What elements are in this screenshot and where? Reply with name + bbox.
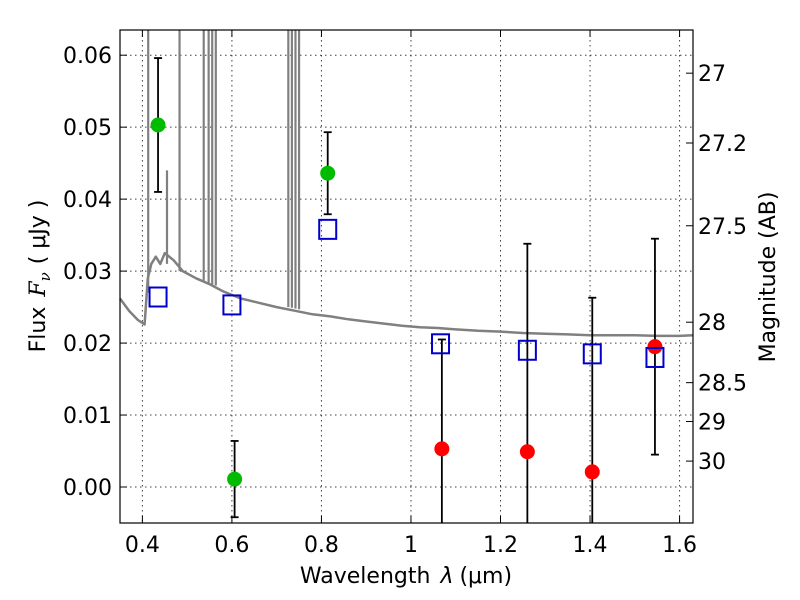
x-tick-label: 0.4 <box>125 533 160 558</box>
plot-frame <box>119 29 694 524</box>
y-tick-label: 0.03 <box>63 260 112 285</box>
model-photometry-square <box>431 333 451 355</box>
y-tick-label: 0.06 <box>63 44 112 69</box>
x-tick-label: 1 <box>404 533 418 558</box>
right-tick-label: 29 <box>698 411 726 436</box>
y-tick-label: 0.04 <box>63 188 112 213</box>
right-tick-label: 27.2 <box>698 132 747 157</box>
x-tick-label: 1.4 <box>573 533 608 558</box>
non-detections-point <box>584 464 600 480</box>
model-photometry-square <box>645 346 665 368</box>
x-tick-label: 0.8 <box>304 533 339 558</box>
x-tick-label: 1.2 <box>483 533 518 558</box>
non-detections-point <box>647 339 663 355</box>
y-tick-label: 0.02 <box>63 332 112 357</box>
x-tick-label: 1.6 <box>662 533 697 558</box>
y-axis-label-left: FluxFν( μJy ) <box>26 200 54 353</box>
model-spectrum <box>118 30 694 338</box>
right-tick-label: 28 <box>698 311 726 336</box>
right-tick-label: 27 <box>698 62 726 87</box>
y-tick-label: 0.01 <box>63 404 112 429</box>
y-tick-label: 0.05 <box>63 116 112 141</box>
right-tick-label: 27.5 <box>698 215 747 240</box>
right-tick-label: 28.5 <box>698 372 747 397</box>
non-detections-point <box>519 444 535 460</box>
detections-point <box>150 117 166 133</box>
model-photometry-square <box>222 294 242 316</box>
y-axis-label-right: Magnitude (AB) <box>756 192 781 363</box>
non-detections-point <box>434 441 450 457</box>
model-photometry-square <box>318 218 338 240</box>
model-photometry-square <box>517 339 537 361</box>
detections-point <box>320 165 336 181</box>
axis-ticks: 0.4 0.6 0.8 1 1.2 1.4 1.6 0.00 0.01 0.02 0.03 0.04 0… <box>63 30 747 558</box>
model-spectrum-continuum <box>118 251 694 338</box>
model-photometry-square <box>148 286 168 308</box>
y-tick-label: 0.00 <box>63 476 112 501</box>
detections-point <box>227 471 243 487</box>
x-tick-label: 0.6 <box>214 533 249 558</box>
data-points <box>148 57 665 523</box>
model-photometry-square <box>582 343 602 365</box>
right-tick-label: 30 <box>698 450 726 475</box>
grid-lines <box>120 30 693 523</box>
x-axis-label: Wavelength λ (μm) <box>300 564 512 589</box>
